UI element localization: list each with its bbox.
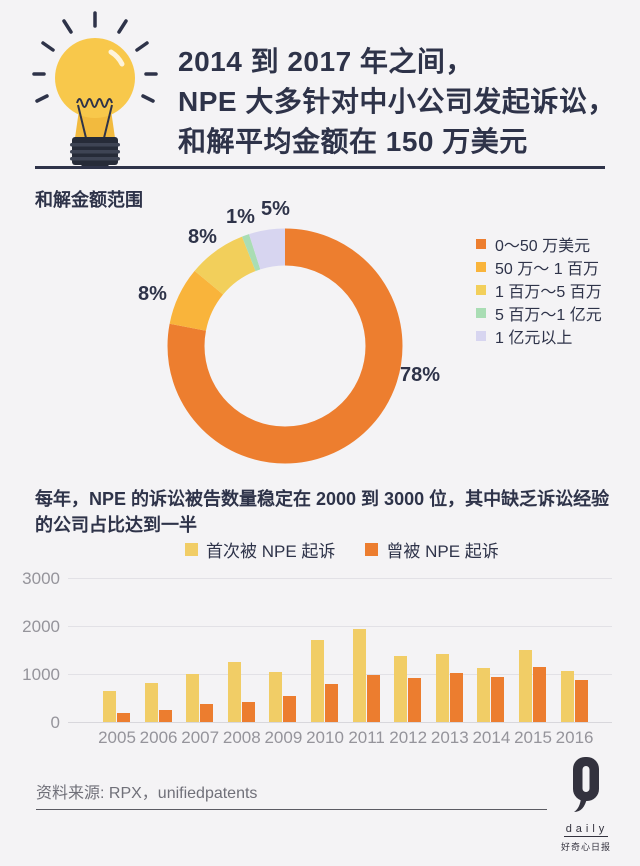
- source-note: 资料来源: RPX，unifiedpatents: [36, 785, 258, 802]
- bar-2011-series-1: [366, 675, 380, 722]
- legend-label: 1 百万～5 百万: [495, 283, 602, 301]
- bar-2009-series-1: [283, 695, 297, 722]
- x-tick-label-2011: 2011: [348, 728, 385, 747]
- bar-2013-series-0: [435, 654, 449, 722]
- legend-swatch-icon: [476, 307, 486, 318]
- bar-2009-series-0: [269, 671, 283, 722]
- bar-2005-series-0: [103, 690, 116, 722]
- bar-legend: 首次被 NPE 起诉 曾被 NPE 起诉: [185, 537, 499, 562]
- grid-line-2000: [68, 626, 612, 627]
- lightbulb-icon: [32, 11, 158, 168]
- donut-label-1: 1%: [226, 206, 255, 228]
- bar-2012-series-0: [394, 656, 408, 722]
- y-tick-label-0: 0: [50, 713, 60, 732]
- page-title-line-2: NPE 大多针对中小公司发起诉讼，: [178, 86, 616, 117]
- legend-swatch-icon: [476, 330, 486, 341]
- bar-2008-series-0: [227, 661, 241, 722]
- bar-legend-swatch-orange-icon: [365, 543, 379, 556]
- bar-2006-series-1: [158, 710, 172, 722]
- legend-swatch-icon: [476, 284, 486, 295]
- x-tick-label-2014: 2014: [472, 728, 511, 747]
- bar-2010-series-0: [311, 639, 324, 722]
- bar-2014-series-1: [491, 676, 505, 722]
- x-tick-label-2006: 2006: [139, 728, 178, 747]
- x-tick-label-2005: 2005: [98, 728, 136, 747]
- lightbulb-rays-icon: [32, 11, 158, 103]
- qdaily-q-icon: [573, 757, 599, 812]
- bar-legend-item-first-time: 首次被 NPE 起诉: [185, 537, 335, 562]
- y-tick-label-3000: 3000: [22, 569, 60, 588]
- x-tick-label-2007: 2007: [181, 728, 220, 747]
- legend-swatch-icon: [476, 238, 486, 249]
- bar-2010-series-1: [325, 683, 338, 722]
- y-tick-label-2000: 2000: [22, 617, 60, 636]
- donut-label-5: 5%: [261, 198, 290, 220]
- footer-divider: [36, 809, 547, 810]
- x-tick-label-2015: 2015: [514, 728, 552, 747]
- x-tick-label-2009: 2009: [264, 728, 303, 747]
- legend-swatch-icon: [476, 261, 486, 272]
- grid-line-1000: [68, 674, 612, 675]
- donut-label-78: 78%: [400, 364, 441, 386]
- bar-plot-area: [68, 578, 612, 723]
- x-tick-label-2012: 2012: [389, 728, 428, 747]
- bar-2014-series-0: [477, 668, 491, 722]
- legend-label: 1 亿元以上: [495, 329, 573, 347]
- grid-line-0: [68, 722, 612, 723]
- qdaily-daily-text: daily: [563, 823, 609, 837]
- bar-2016-series-0: [560, 671, 574, 722]
- bar-2016-series-1: [574, 679, 588, 722]
- bar-legend-swatch-yellow-icon: [185, 543, 198, 556]
- bar-2005-series-1: [117, 712, 130, 722]
- donut-label-8a: 8%: [138, 283, 167, 305]
- x-tick-label-2013: 2013: [430, 728, 469, 747]
- bar-legend-label: 曾被 NPE 起诉: [386, 542, 499, 561]
- x-tick-label-2010: 2010: [306, 728, 344, 747]
- donut-chart: [167, 228, 403, 464]
- bar-2013-series-1: [449, 672, 463, 722]
- bar-2006-series-0: [144, 682, 158, 722]
- donut-legend-item-1: 50 万～ 1 百万: [476, 255, 602, 278]
- x-tick-label-2008: 2008: [222, 728, 261, 747]
- page-title-line-1: 2014 到 2017 年之间，: [178, 46, 474, 77]
- donut-section-title: 和解金额范围: [35, 190, 143, 210]
- bar-2012-series-1: [408, 677, 422, 722]
- page-title-line-3: 和解平均金额在 150 万美元: [178, 126, 528, 157]
- bar-2008-series-1: [241, 701, 255, 722]
- donut-legend-item-0: 0～50 万美元: [476, 232, 602, 255]
- donut-legend-item-2: 1 百万～5 百万: [476, 278, 602, 301]
- bar-legend-item-repeat: 曾被 NPE 起诉: [365, 537, 499, 562]
- donut-legend-item-3: 5 百万～1 亿元: [476, 301, 602, 324]
- bar-section-paragraph: 每年，NPE 的诉讼被告数量稳定在 2000 到 3000 位，其中缺乏诉讼经验…: [35, 489, 610, 535]
- y-tick-label-1000: 1000: [22, 665, 60, 684]
- grid-line-3000: [68, 578, 612, 579]
- qdaily-logo: daily 好奇心日报: [554, 756, 618, 853]
- bar-legend-label: 首次被 NPE 起诉: [206, 542, 336, 561]
- legend-label: 0～50 万美元: [495, 237, 591, 255]
- qdaily-brand-text: 好奇心日报: [560, 842, 611, 852]
- legend-label: 50 万～ 1 百万: [495, 260, 600, 278]
- donut-legend: 0～50 万美元 50 万～ 1 百万 1 百万～5 百万 5 百万～1 亿元 1 亿元…: [476, 232, 602, 347]
- donut-legend-item-4: 1 亿元以上: [476, 324, 602, 347]
- donut-label-8b: 8%: [188, 226, 217, 248]
- bar-chart: 0 1000 2000 3000 2005 2006 2007 2008 2009 2010 201…: [0, 569, 640, 753]
- legend-label: 5 百万～1 亿元: [495, 306, 602, 324]
- bar-2011-series-0: [352, 629, 366, 722]
- bar-2015-series-0: [519, 649, 532, 722]
- header-divider: [35, 166, 605, 169]
- bar-2015-series-1: [533, 667, 546, 722]
- page-title: 2014 到 2017 年之间， NPE 大多针对中小公司发起诉讼， 和解平均金…: [178, 42, 616, 162]
- donut-slice-4: [167, 228, 403, 464]
- bar-2007-series-1: [200, 703, 214, 722]
- x-tick-label-2016: 2016: [555, 728, 594, 747]
- bar-2007-series-0: [186, 674, 200, 722]
